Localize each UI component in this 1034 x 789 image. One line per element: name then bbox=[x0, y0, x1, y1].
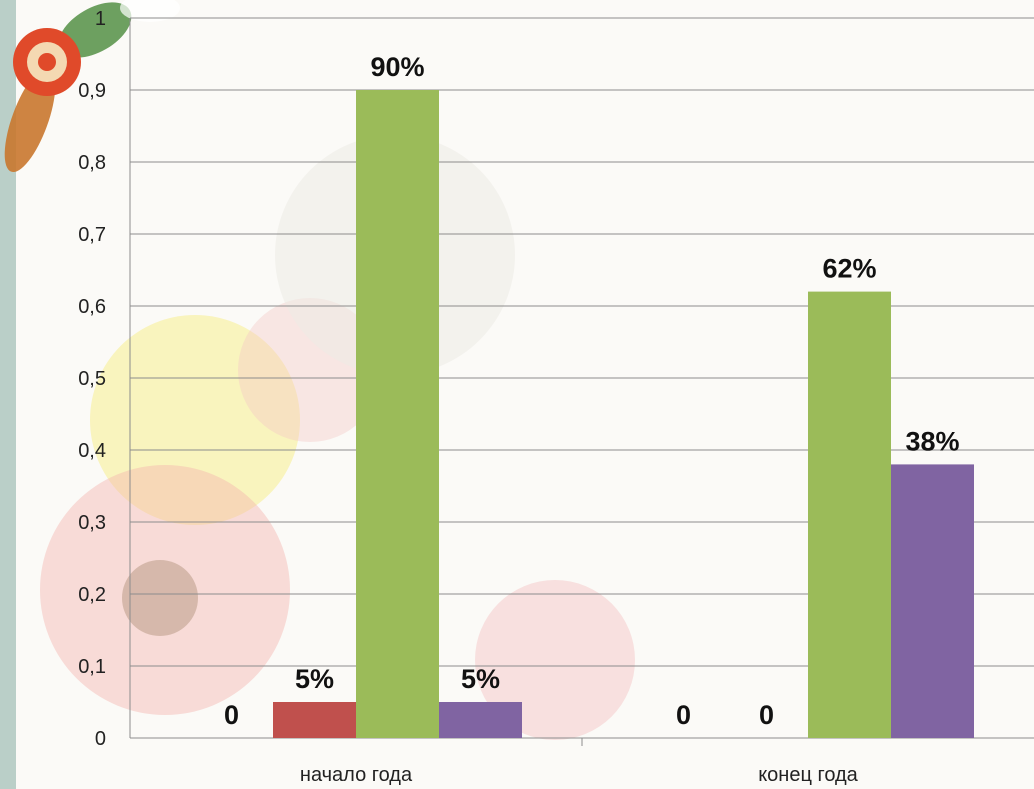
data-label: 0 bbox=[676, 700, 691, 730]
y-tick-label: 0,8 bbox=[78, 152, 106, 174]
y-tick-label: 0,1 bbox=[78, 656, 106, 678]
data-label: 38% bbox=[905, 426, 959, 456]
data-label: 90% bbox=[370, 52, 424, 82]
y-tick-label: 0,4 bbox=[78, 440, 106, 462]
flower-center-decoration bbox=[122, 560, 198, 636]
x-category-label: конец года bbox=[758, 764, 858, 786]
data-label: 62% bbox=[822, 254, 876, 284]
data-label: 0 bbox=[759, 700, 774, 730]
y-tick-label: 0,5 bbox=[78, 368, 106, 390]
bar bbox=[273, 702, 356, 738]
data-label: 5% bbox=[295, 664, 334, 694]
y-tick-label: 0,2 bbox=[78, 584, 106, 606]
data-label: 5% bbox=[461, 664, 500, 694]
y-tick-label: 0,6 bbox=[78, 296, 106, 318]
bar bbox=[808, 291, 891, 738]
bar bbox=[439, 702, 522, 738]
data-label: 0 bbox=[224, 700, 239, 730]
y-tick-label: 0,3 bbox=[78, 512, 106, 534]
y-tick-label: 0 bbox=[95, 728, 106, 750]
yellow-flower-decoration bbox=[90, 315, 300, 525]
y-tick-label: 1 bbox=[95, 8, 106, 30]
ornament-flower-icon bbox=[4, 0, 180, 173]
bar bbox=[891, 464, 974, 738]
pink-flower-right-decoration bbox=[475, 580, 635, 740]
y-tick-label: 0,9 bbox=[78, 80, 106, 102]
left-border-strip bbox=[0, 0, 16, 789]
x-category-label: начало года bbox=[300, 764, 413, 786]
bar bbox=[356, 90, 439, 738]
y-tick-label: 0,7 bbox=[78, 224, 106, 246]
